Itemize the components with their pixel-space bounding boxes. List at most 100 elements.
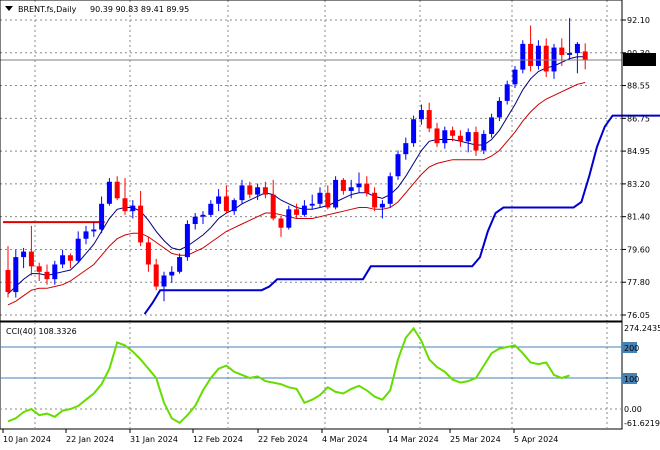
candle-body [301,205,307,215]
candle[interactable] [434,122,440,147]
candle[interactable] [294,203,300,219]
candle-body [21,251,27,258]
candle[interactable] [145,236,151,272]
candle[interactable] [387,172,393,208]
candle[interactable] [262,181,268,199]
candle[interactable] [184,220,190,261]
candle[interactable] [379,200,385,219]
candle[interactable] [60,249,66,269]
candle[interactable] [208,200,214,217]
candle-body [223,196,229,212]
candle[interactable] [106,178,112,206]
candle[interactable] [161,271,167,302]
candle-body [52,264,58,280]
candle[interactable] [582,43,588,70]
candle[interactable] [348,179,354,199]
candlesticks[interactable] [5,18,588,302]
candle[interactable] [309,194,315,210]
candle-body [36,266,42,272]
candle[interactable] [278,216,284,237]
candle[interactable] [247,181,253,199]
candle[interactable] [356,172,362,193]
candle[interactable] [216,189,222,212]
candle[interactable] [5,246,11,298]
trailing-stop-line [143,114,660,315]
candle[interactable] [301,200,307,217]
candle-body [75,238,81,261]
candle[interactable] [317,187,323,208]
candle[interactable] [395,150,401,180]
candle[interactable] [122,178,128,215]
candle[interactable] [99,196,105,234]
candle[interactable] [520,40,526,74]
candle[interactable] [364,176,370,197]
cci-panel[interactable]: CCI(40) 108.3326 274.2435 200 100 0.00 -… [0,321,660,430]
candle[interactable] [130,200,136,219]
date-axis: 10 Jan 2024 22 Jan 2024 31 Jan 2024 12 Feb … [2,429,558,444]
candle[interactable] [418,104,424,125]
candle[interactable] [138,190,144,247]
candle-body [114,181,120,199]
candle-body [426,110,432,129]
candle[interactable] [286,205,292,230]
candle[interactable] [21,247,27,269]
candle[interactable] [223,185,229,213]
price-tick-label: 77.80 [627,278,650,287]
candle[interactable] [28,225,34,276]
candle[interactable] [473,126,479,157]
candle[interactable] [36,262,42,281]
candle[interactable] [450,126,456,142]
candle[interactable] [192,212,198,230]
candle[interactable] [567,18,573,61]
candle-body [379,203,385,208]
candle[interactable] [255,183,261,201]
candle[interactable] [543,38,549,77]
candle[interactable] [512,65,518,89]
candle[interactable] [75,231,81,263]
candle[interactable] [13,249,19,298]
candle-body [216,196,222,204]
price-tick-label: 79.60 [627,245,650,254]
candle[interactable] [200,211,206,225]
price-panel[interactable]: 92.1090.3088.5586.7584.9583.2081.4079.60… [0,0,660,322]
candle[interactable] [177,253,183,274]
candle[interactable] [83,225,89,245]
candle[interactable] [231,198,237,215]
candle[interactable] [574,42,580,74]
candle[interactable] [372,187,378,212]
candle[interactable] [481,130,487,155]
candle-body [512,69,518,85]
candle[interactable] [333,176,339,210]
candle[interactable] [91,222,97,237]
candle[interactable] [457,130,463,147]
candle[interactable] [496,97,502,122]
candle[interactable] [169,266,175,283]
dropdown-arrow-icon[interactable] [5,6,13,11]
candle[interactable] [535,40,541,70]
candle[interactable] [465,128,471,153]
candle[interactable] [67,253,73,269]
candle[interactable] [52,260,58,285]
candle[interactable] [340,178,346,195]
date-tick-label: 10 Jan 2024 [3,435,51,444]
candle[interactable] [403,137,409,160]
candle[interactable] [411,115,417,147]
candle[interactable] [489,113,495,138]
candle[interactable] [504,80,510,105]
candle-body [286,209,292,228]
candle[interactable] [426,102,432,133]
candle[interactable] [325,185,331,210]
current-price-value: 89.95 [625,56,648,65]
candle[interactable] [559,38,565,66]
candle[interactable] [44,264,50,285]
candle[interactable] [442,126,448,149]
candle[interactable] [114,176,120,201]
cci-min-label: -61.6219 [624,419,660,428]
candle[interactable] [528,25,534,72]
price-tick-label: 88.55 [627,82,650,91]
candle[interactable] [270,179,276,221]
date-tick-label: 22 Jan 2024 [66,435,114,444]
candle[interactable] [153,258,159,291]
candle[interactable] [239,179,245,204]
